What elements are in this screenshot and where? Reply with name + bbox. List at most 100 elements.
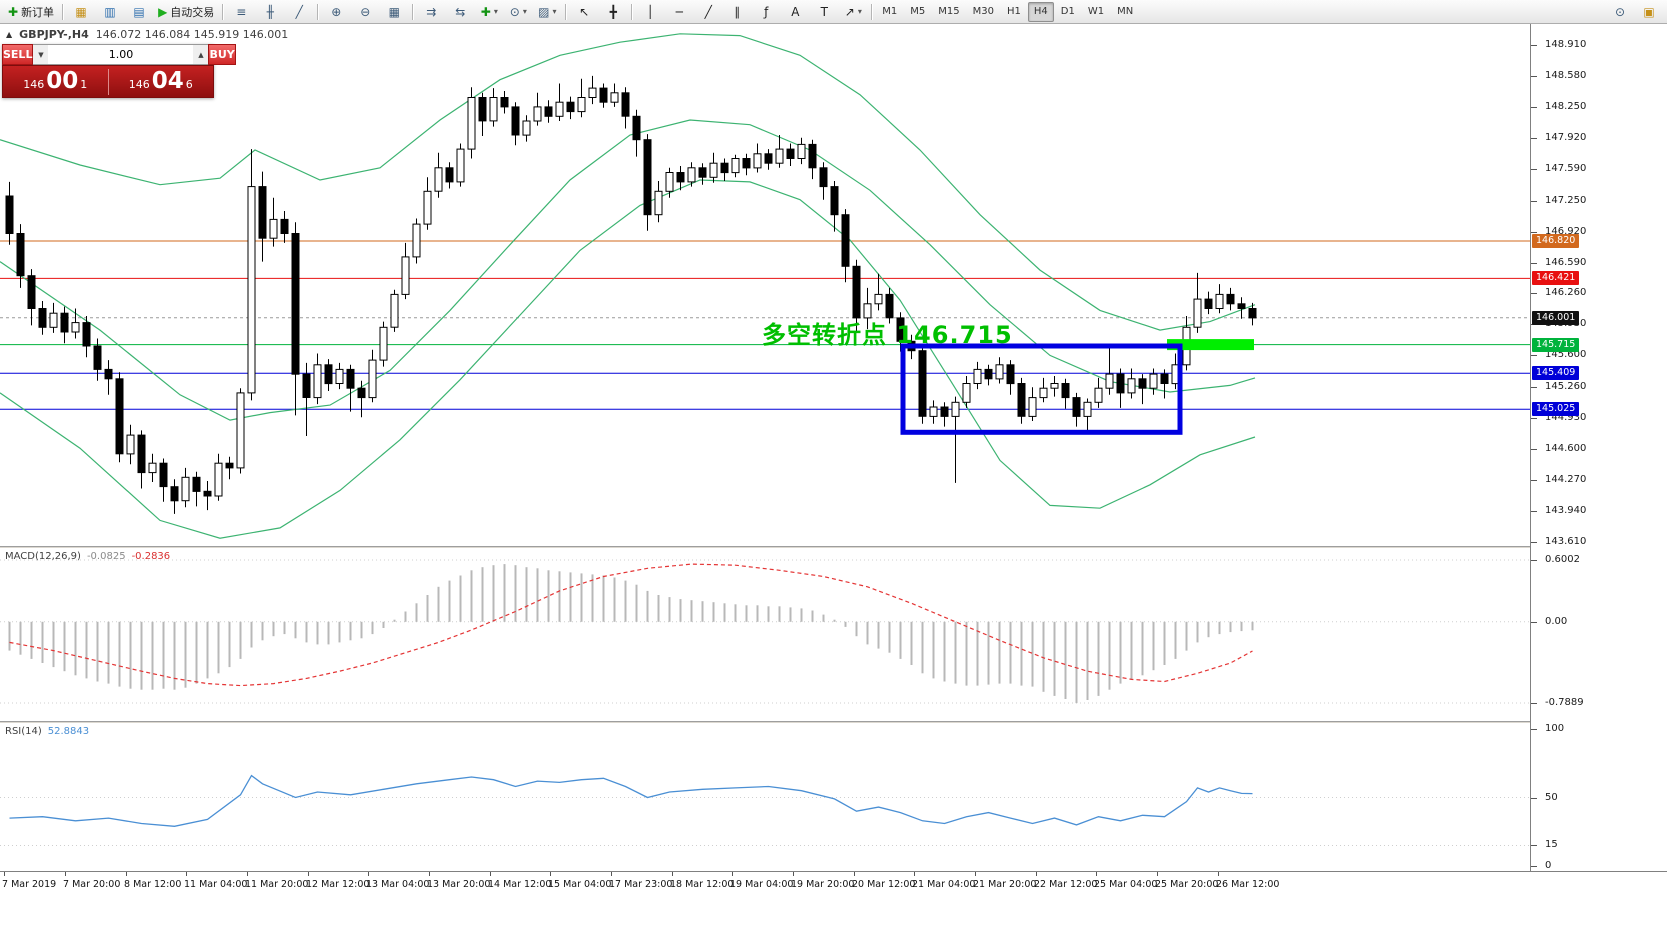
trendline-button[interactable]: ╱ xyxy=(694,1,722,23)
price-axis-label: 143.940 xyxy=(1545,505,1587,516)
periods-button[interactable]: ⊙ ▾ xyxy=(504,1,532,23)
time-axis-label: 25 Mar 04:00 xyxy=(1094,879,1158,890)
search-button[interactable]: ⊙ xyxy=(1606,1,1634,23)
magnifier-icon: ⊙ xyxy=(1614,4,1626,19)
text-label-icon: T xyxy=(820,4,828,19)
toolbar-separator xyxy=(62,3,64,20)
price-chart-canvas[interactable] xyxy=(0,24,1530,546)
crosshair-button[interactable]: ╋ xyxy=(599,1,627,23)
macd-indicator-pane[interactable]: MACD(12,26,9) -0.0825 -0.2836 xyxy=(0,548,1530,721)
chart-header: ▲ GBPJPY-,H4 146.072 146.084 145.919 146… xyxy=(6,28,288,41)
community-button[interactable]: ▣ xyxy=(1635,1,1663,23)
timeframe-h4-button[interactable]: H4 xyxy=(1027,1,1054,22)
price-axis[interactable]: 148.910 148.580 148.250 147.920 147.590 147.2… xyxy=(1530,24,1667,871)
sell-button[interactable]: SELL xyxy=(2,44,34,65)
timeframe-d1-button[interactable]: D1 xyxy=(1060,6,1075,17)
auto-scroll-button[interactable]: ⇉ xyxy=(417,1,445,23)
chart-window: ▲ GBPJPY-,H4 146.072 146.084 145.919 146… xyxy=(0,24,1667,945)
price-tag: 146.820 xyxy=(1532,234,1580,248)
horizontal-line-button[interactable]: ─ xyxy=(665,1,693,23)
time-axis-label: 11 Mar 04:00 xyxy=(184,879,248,890)
buy-button[interactable]: BUY xyxy=(208,44,236,65)
price-axis-label: 147.590 xyxy=(1545,163,1587,174)
macd-signal-value: -0.2836 xyxy=(131,551,171,562)
indicators-button[interactable]: ✚ ▾ xyxy=(475,1,503,23)
person-icon: ▣ xyxy=(1643,4,1655,19)
timeframe-h1-button[interactable]: H1 xyxy=(1007,6,1021,17)
arrows-icon: ↗ xyxy=(844,4,855,19)
timeframe-w1-button[interactable]: W1 xyxy=(1087,6,1105,17)
equidistant-channel-button[interactable]: ∥ xyxy=(723,1,751,23)
toolbar-separator xyxy=(317,3,319,20)
templates-button[interactable]: ▨ ▾ xyxy=(533,1,561,23)
time-axis-tick xyxy=(1218,872,1219,876)
auto-trading-button[interactable]: ▶ 自动交易 xyxy=(154,1,218,23)
timeframe-m1-button[interactable]: M1 xyxy=(882,6,898,17)
zoom-out-button[interactable]: ⊖ xyxy=(351,1,379,23)
data-window-button[interactable]: ▤ xyxy=(125,1,153,23)
time-axis-label: 7 Mar 20:00 xyxy=(63,879,121,890)
pane-splitter[interactable] xyxy=(0,721,1667,723)
indicators-icon: ✚ xyxy=(480,4,491,19)
price-divider xyxy=(107,68,109,95)
data-window-icon: ▤ xyxy=(133,4,145,19)
volume-increase-button[interactable]: ▲ xyxy=(193,45,209,64)
macd-canvas[interactable] xyxy=(0,548,1530,721)
time-axis[interactable]: 7 Mar 2019 7 Mar 20:00 8 Mar 12:00 11 Mar 0… xyxy=(0,871,1667,893)
timeframe-m30-button[interactable]: M30 xyxy=(972,6,995,17)
market-watch-button[interactable]: ▥ xyxy=(96,1,124,23)
new-order-button[interactable]: ✚ 新订单 xyxy=(4,1,58,23)
macd-main-value: -0.0825 xyxy=(86,551,126,562)
caret-down-icon: ▾ xyxy=(493,7,498,16)
price-axis-label: 15 xyxy=(1545,839,1558,850)
text-button[interactable]: A xyxy=(781,1,809,23)
main-toolbar: ✚ 新订单 ▦ ▥ ▤ ▶ 自动交易 ≡ ╫ ╱ ⊕ ⊖ ▦ ⇉ ⇆ ✚ ▾ ⊙ ▾ ▨ ▾ ↖ ╋ │ ─ ╱ ∥ ƒ A T ↗ ▾ M1 M… xyxy=(0,0,1667,24)
channel-icon: ∥ xyxy=(734,4,741,19)
price-axis-label: 143.610 xyxy=(1545,536,1587,547)
timeframe-m5-button[interactable]: M5 xyxy=(910,6,926,17)
rsi-canvas[interactable] xyxy=(0,723,1530,871)
profile-charts-button[interactable]: ▦ xyxy=(67,1,95,23)
time-axis-label: 17 Mar 23:00 xyxy=(609,879,673,890)
candlestick-chart-button[interactable]: ╫ xyxy=(256,1,284,23)
price-chart-pane[interactable]: ▲ GBPJPY-,H4 146.072 146.084 145.919 146… xyxy=(0,24,1530,546)
sell-price-prefix: 146 xyxy=(23,78,45,91)
rsi-indicator-pane[interactable]: RSI(14) 52.8843 xyxy=(0,723,1530,871)
price-axis-label: 0.6002 xyxy=(1545,554,1580,565)
time-axis-label: 8 Mar 12:00 xyxy=(124,879,182,890)
time-axis-label: 25 Mar 20:00 xyxy=(1155,879,1219,890)
line-chart-button[interactable]: ╱ xyxy=(285,1,313,23)
clock-icon: ⊙ xyxy=(509,4,520,19)
timeframe-m15-button[interactable]: M15 xyxy=(938,6,960,17)
price-axis-label: 147.920 xyxy=(1545,132,1587,143)
toolbar-separator xyxy=(631,3,633,20)
time-axis-tick xyxy=(732,872,733,876)
price-tag: 146.421 xyxy=(1532,271,1580,285)
price-axis-label: 148.580 xyxy=(1545,70,1587,81)
fibonacci-button[interactable]: ƒ xyxy=(752,1,780,23)
axis-tick xyxy=(1531,418,1537,419)
time-axis-tick xyxy=(672,872,673,876)
vertical-line-button[interactable]: │ xyxy=(636,1,664,23)
chart-shift-button[interactable]: ⇆ xyxy=(446,1,474,23)
price-axis-label: 148.910 xyxy=(1545,39,1587,50)
zoom-in-button[interactable]: ⊕ xyxy=(322,1,350,23)
cursor-button[interactable]: ↖ xyxy=(570,1,598,23)
new-order-icon: ✚ xyxy=(8,4,19,19)
sell-price-big: 00 xyxy=(46,68,79,94)
arrows-button[interactable]: ↗ ▾ xyxy=(839,1,867,23)
timeframe-mn-button[interactable]: MN xyxy=(1117,6,1134,17)
time-axis-tick xyxy=(126,872,127,876)
pane-splitter[interactable] xyxy=(0,546,1667,548)
tile-windows-button[interactable]: ▦ xyxy=(380,1,408,23)
sell-price[interactable]: 146 00 1 xyxy=(3,70,108,93)
time-axis-label: 20 Mar 12:00 xyxy=(852,879,916,890)
bar-chart-button[interactable]: ≡ xyxy=(227,1,255,23)
volume-input[interactable] xyxy=(48,45,194,64)
buy-price[interactable]: 146 04 6 xyxy=(109,70,214,93)
price-axis-label: 144.600 xyxy=(1545,443,1587,454)
volume-decrease-button[interactable]: ▼ xyxy=(33,45,49,64)
collapse-panel-icon[interactable]: ▲ xyxy=(6,30,13,39)
price-tag: 145.715 xyxy=(1532,338,1580,352)
text-label-button[interactable]: T xyxy=(810,1,838,23)
